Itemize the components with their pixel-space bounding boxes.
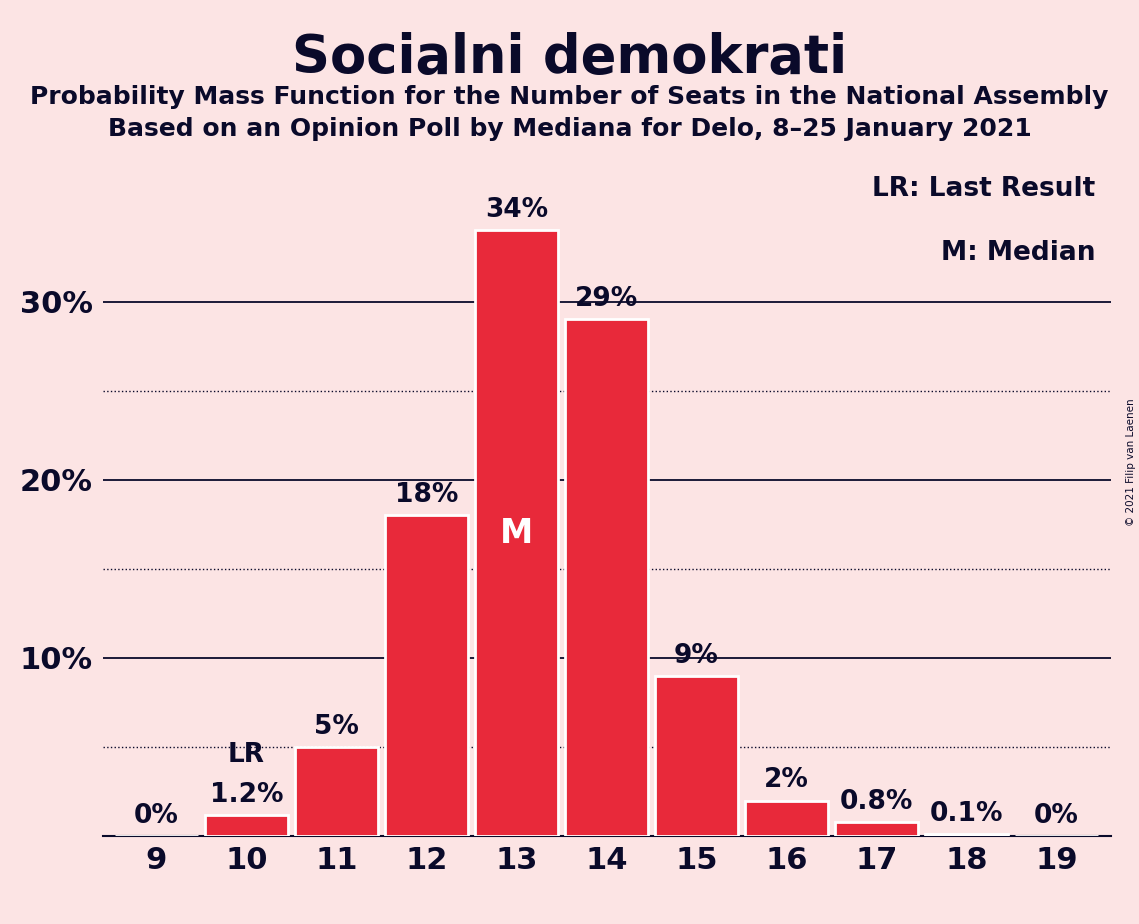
Text: 29%: 29% [575,286,638,312]
Text: © 2021 Filip van Laenen: © 2021 Filip van Laenen [1126,398,1136,526]
Bar [925,834,1008,836]
Text: 1.2%: 1.2% [210,782,284,808]
Text: Probability Mass Function for the Number of Seats in the National Assembly: Probability Mass Function for the Number… [31,85,1108,109]
Bar [295,748,378,836]
Text: 18%: 18% [395,482,458,508]
Text: 2%: 2% [764,768,809,794]
Text: 9%: 9% [674,643,719,669]
Text: 0%: 0% [134,803,179,829]
Text: 0.8%: 0.8% [839,789,913,815]
Text: 34%: 34% [485,197,548,223]
Bar [565,320,648,836]
Text: Socialni demokrati: Socialni demokrati [292,32,847,84]
Text: M: Median: M: Median [941,240,1096,266]
Text: M: M [500,517,533,550]
Bar [385,516,468,836]
Text: LR: LR [228,743,265,769]
Bar [745,800,828,836]
Text: 5%: 5% [314,714,359,740]
Bar [835,822,918,836]
Text: 0%: 0% [1034,803,1079,829]
Bar [205,815,288,836]
Bar [475,230,558,836]
Bar [655,675,738,836]
Text: LR: Last Result: LR: Last Result [872,176,1096,201]
Text: 0.1%: 0.1% [929,801,1003,827]
Text: Based on an Opinion Poll by Mediana for Delo, 8–25 January 2021: Based on an Opinion Poll by Mediana for … [107,117,1032,141]
